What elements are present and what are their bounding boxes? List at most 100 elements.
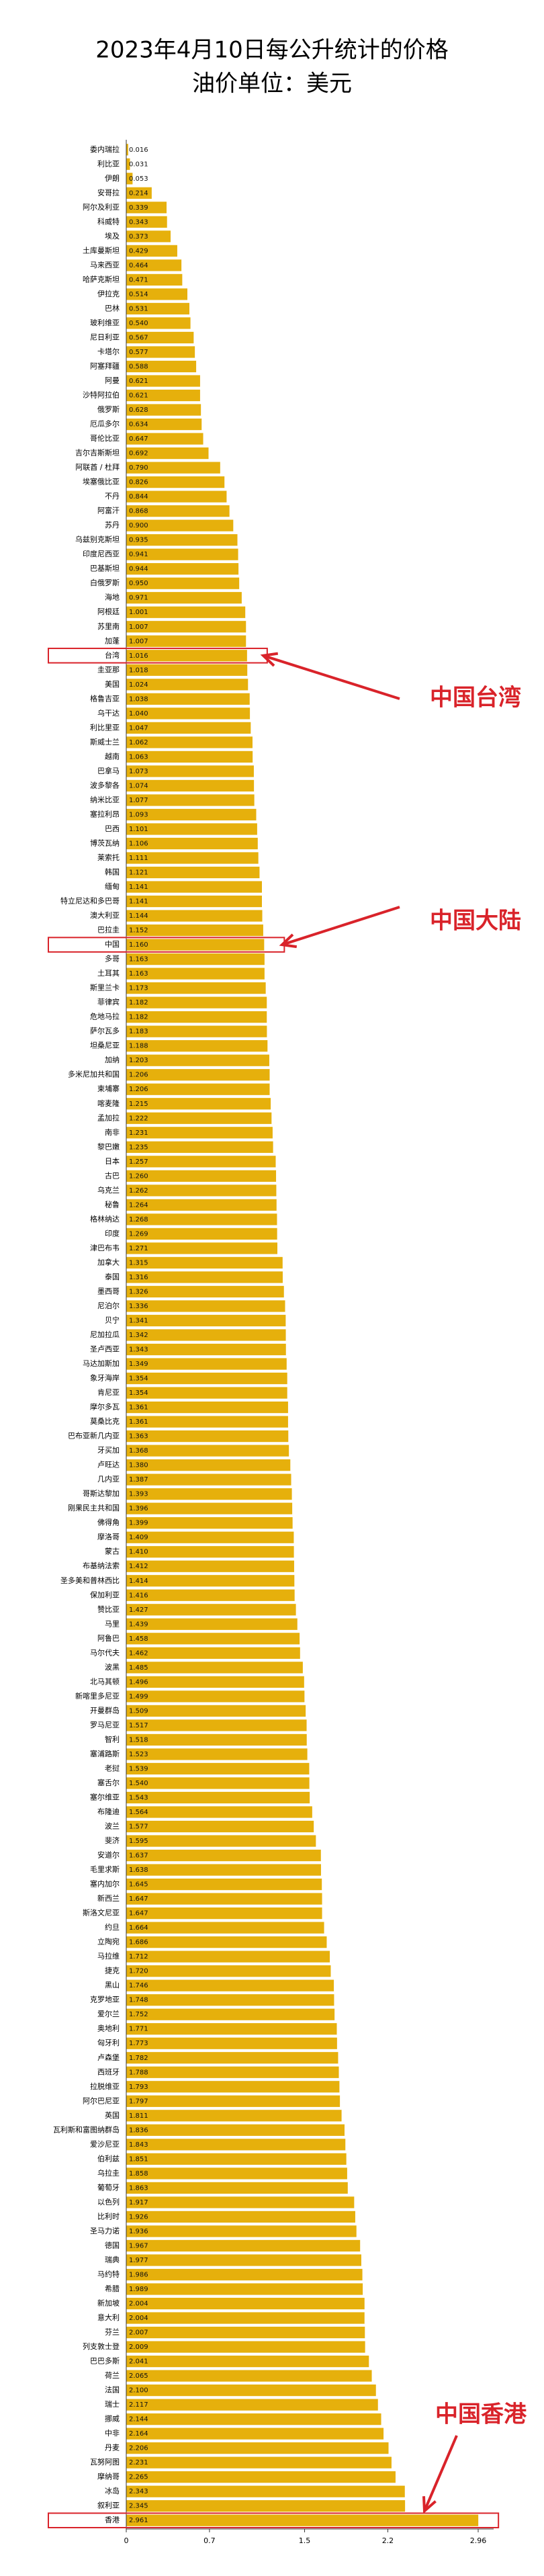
- value-label: 1.121: [129, 869, 148, 877]
- value-label: 2.041: [129, 2358, 148, 2366]
- y-tick-label: 安哥拉: [97, 187, 120, 197]
- y-tick-label: 危地马拉: [90, 1012, 120, 1021]
- value-label: 0.464: [129, 262, 148, 269]
- value-label: 1.843: [129, 2141, 148, 2149]
- value-label: 1.106: [129, 840, 148, 847]
- bar: [126, 996, 267, 1008]
- bar: [126, 1733, 307, 1746]
- y-tick-label: 不丹: [105, 492, 120, 501]
- y-tick-label: 阿曼: [105, 376, 120, 385]
- bar: [126, 302, 189, 315]
- annotation: 中国香港: [435, 2401, 527, 2428]
- y-tick-label: 比利时: [97, 2212, 120, 2221]
- bar: [126, 2110, 342, 2122]
- y-tick-label: 爱尔兰: [97, 2010, 120, 2018]
- value-label: 0.053: [129, 175, 148, 183]
- y-tick-label: 委内瑞拉: [90, 144, 120, 154]
- y-tick-label: 老挝: [105, 1763, 120, 1772]
- y-tick-label: 开曼群岛: [90, 1705, 120, 1715]
- value-label: 1.173: [129, 985, 148, 992]
- bar: [126, 2456, 392, 2468]
- y-tick-label: 菲律宾: [97, 997, 120, 1006]
- value-label: 1.363: [129, 1433, 148, 1441]
- y-tick-label: 象牙海岸: [90, 1373, 120, 1383]
- bar: [126, 895, 262, 908]
- y-tick-label: 摩纳哥: [97, 2472, 120, 2481]
- bar: [126, 476, 225, 488]
- value-label: 1.748: [129, 1997, 148, 2004]
- value-label: 1.540: [129, 1780, 148, 1787]
- value-label: 1.182: [129, 1014, 148, 1021]
- bar: [126, 2341, 365, 2353]
- value-label: 1.638: [129, 1866, 148, 1874]
- y-tick-label: 台湾: [105, 650, 120, 660]
- y-tick-label: 白俄罗斯: [90, 578, 120, 587]
- y-tick-label: 乌兹别克斯坦: [75, 535, 120, 544]
- y-tick-label: 加拿大: [97, 1257, 120, 1266]
- y-tick-label: 印度: [105, 1228, 120, 1238]
- value-label: 1.712: [129, 1953, 148, 1961]
- value-label: 0.016: [129, 146, 148, 154]
- bar: [126, 2370, 372, 2382]
- bar: [126, 837, 258, 850]
- y-tick-label: 马尔代夫: [90, 1648, 120, 1657]
- y-tick-label: 巴拉圭: [97, 925, 120, 935]
- y-tick-label: 塞尔维亚: [90, 1792, 120, 1801]
- y-tick-label: 德国: [105, 2240, 120, 2249]
- value-label: 1.342: [129, 1332, 148, 1339]
- bar: [126, 2326, 365, 2339]
- y-tick-label: 乌干达: [97, 708, 120, 718]
- bar: [126, 2485, 405, 2497]
- bar: [126, 202, 167, 214]
- y-tick-label: 波兰: [105, 1822, 120, 1831]
- value-label: 2.231: [129, 2459, 148, 2466]
- y-tick-label: 罗马尼亚: [90, 1721, 120, 1729]
- y-tick-label: 伊拉克: [97, 289, 120, 298]
- value-label: 0.621: [129, 378, 148, 385]
- bar: [126, 1213, 277, 1226]
- arrow-line: [281, 906, 400, 946]
- highlight-box: [48, 2512, 500, 2529]
- value-label: 1.001: [129, 609, 148, 616]
- value-label: 1.047: [129, 724, 148, 732]
- y-tick-label: 吉尔吉斯斯坦: [75, 448, 120, 458]
- bar: [126, 563, 239, 575]
- value-label: 0.031: [129, 161, 148, 168]
- y-tick-label: 巴布亚新几内亚: [68, 1431, 120, 1441]
- bar: [126, 418, 202, 431]
- y-tick-label: 智利: [105, 1734, 120, 1744]
- value-label: 0.868: [129, 508, 148, 515]
- value-label: 1.416: [129, 1592, 148, 1599]
- value-label: 1.936: [129, 2228, 148, 2235]
- bar: [126, 968, 265, 980]
- y-tick-label: 喀麦隆: [97, 1099, 120, 1108]
- bar: [126, 2023, 337, 2035]
- y-tick-label: 加蓬: [105, 636, 120, 645]
- y-tick-label: 巴基斯坦: [90, 564, 120, 573]
- bar: [126, 1242, 277, 1254]
- bar: [126, 2413, 381, 2425]
- y-tick-label: 格林纳达: [90, 1214, 120, 1223]
- value-label: 0.790: [129, 464, 148, 472]
- y-tick-label: 塞内加尔: [90, 1879, 120, 1889]
- value-label: 1.577: [129, 1823, 148, 1831]
- value-label: 1.989: [129, 2286, 148, 2293]
- bar: [126, 621, 246, 633]
- value-label: 1.007: [129, 624, 148, 631]
- value-label: 1.746: [129, 1982, 148, 1989]
- bar: [126, 1893, 322, 1905]
- value-label: 1.316: [129, 1274, 148, 1281]
- value-label: 2.144: [129, 2416, 148, 2423]
- y-tick-label: 印度尼西亚: [83, 549, 120, 558]
- y-tick-label: 坦桑尼亚: [90, 1041, 120, 1050]
- y-tick-label: 多哥: [105, 954, 120, 963]
- y-tick-label: 古巴: [105, 1171, 120, 1180]
- value-label: 1.101: [129, 826, 148, 833]
- y-tick-label: 斯里兰卡: [90, 984, 120, 992]
- y-tick-label: 泰国: [105, 1272, 120, 1281]
- y-tick-label: 阿根廷: [97, 607, 120, 616]
- bar: [126, 924, 263, 937]
- bar: [126, 1719, 307, 1731]
- x-tick-label: 1.5: [299, 2536, 311, 2545]
- value-label: 1.863: [129, 2184, 148, 2192]
